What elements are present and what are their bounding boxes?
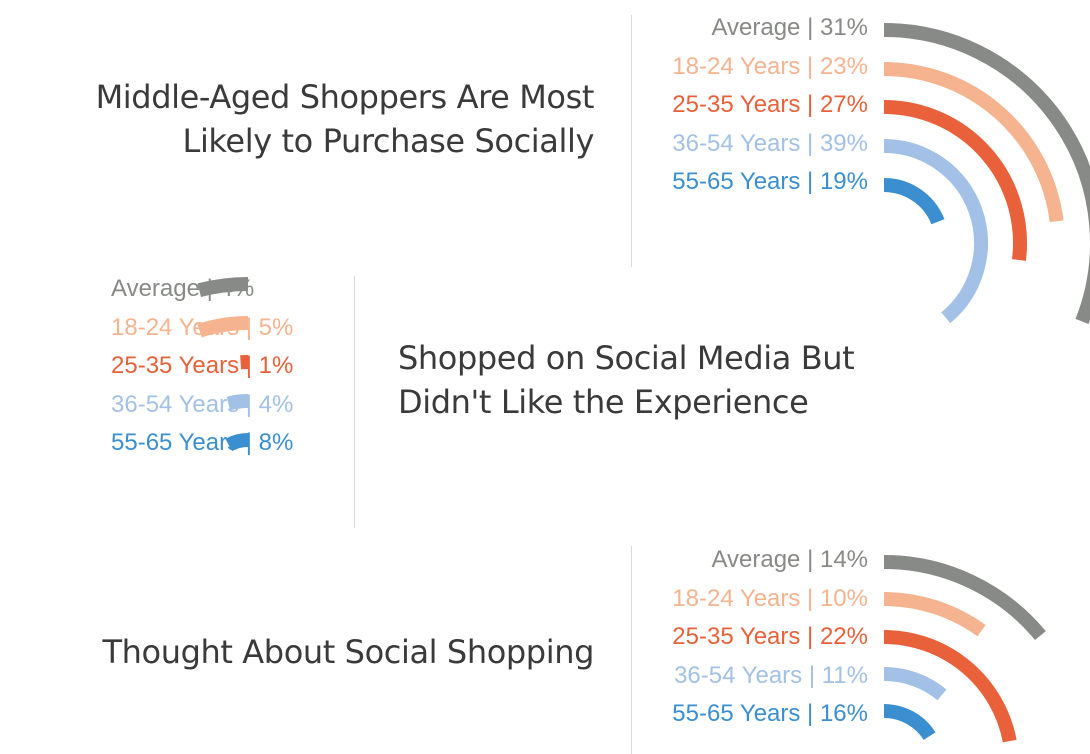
chart-1-legend-average: Average | 31% bbox=[711, 14, 868, 41]
chart-3-legend-average: Average | 14% bbox=[711, 546, 868, 573]
chart-1-arc-25-35 bbox=[883, 100, 1027, 261]
chart-1-legend-18-24: 18-24 Years | 23% bbox=[672, 52, 868, 80]
chart-3-arc-55-65 bbox=[883, 704, 936, 741]
chart-1-legend-36-54: 36-54 Years | 39% bbox=[672, 129, 868, 157]
chart-3-arc-25-35 bbox=[883, 630, 1017, 743]
chart-2-title-line-2: Didn't Like the Experience bbox=[398, 383, 809, 421]
chart-1-divider bbox=[631, 15, 632, 267]
chart-3-divider bbox=[631, 546, 632, 754]
chart-1-title-line-1: Middle-Aged Shoppers Are Most bbox=[95, 78, 595, 116]
chart-2-legend-36-54: 36-54 Years | 4% bbox=[111, 390, 294, 418]
chart-3-arc-18-24 bbox=[883, 592, 986, 637]
chart-1-legend: Average | 31% 18-24 Years | 23% 25-35 Ye… bbox=[672, 9, 868, 202]
chart-3-legend-36-54: 36-54 Years | 11% bbox=[674, 661, 868, 689]
chart-2-title: Shopped on Social Media But Didn't Like … bbox=[398, 336, 855, 424]
chart-1-legend-55-65: 55-65 Years | 19% bbox=[672, 168, 868, 196]
chart-3-arc-average bbox=[883, 555, 1046, 641]
chart-3-legend-18-24: 18-24 Years | 10% bbox=[672, 584, 868, 612]
chart-1-arc-55-65 bbox=[883, 178, 945, 225]
chart-3-legend-55-65: 55-65 Years | 16% bbox=[672, 700, 868, 728]
chart-2-arc-average bbox=[197, 277, 249, 297]
chart-2-divider bbox=[354, 276, 355, 528]
chart-3-legend-25-35: 25-35 Years | 22% bbox=[672, 623, 868, 651]
chart-1-title: Middle-Aged Shoppers Are Most Likely to … bbox=[95, 75, 595, 163]
chart-1-legend-25-35: 25-35 Years | 27% bbox=[672, 91, 868, 119]
chart-3-title-line-1: Thought About Social Shopping bbox=[102, 633, 594, 671]
chart-1-arc-18-24 bbox=[883, 62, 1064, 223]
chart-3-arc-36-54 bbox=[883, 667, 947, 701]
chart-3-title: Thought About Social Shopping bbox=[102, 630, 594, 674]
chart-3-legend: Average | 14% 18-24 Years | 10% 25-35 Ye… bbox=[672, 541, 868, 734]
chart-2-legend-25-35: 25-35 Years | 1% bbox=[111, 352, 294, 380]
chart-2-arc-18-24 bbox=[197, 316, 249, 338]
chart-1-title-line-2: Likely to Purchase Socially bbox=[182, 122, 595, 160]
chart-1-arc-average bbox=[883, 23, 1090, 324]
chart-2-arc-55-65 bbox=[225, 433, 249, 452]
chart-1-arc-36-54 bbox=[883, 139, 988, 324]
chart-2-arc-36-54 bbox=[226, 393, 249, 411]
chart-2-legend-55-65: 55-65 Years | 8% bbox=[111, 429, 294, 457]
chart-2-title-line-1: Shopped on Social Media But bbox=[398, 339, 855, 377]
